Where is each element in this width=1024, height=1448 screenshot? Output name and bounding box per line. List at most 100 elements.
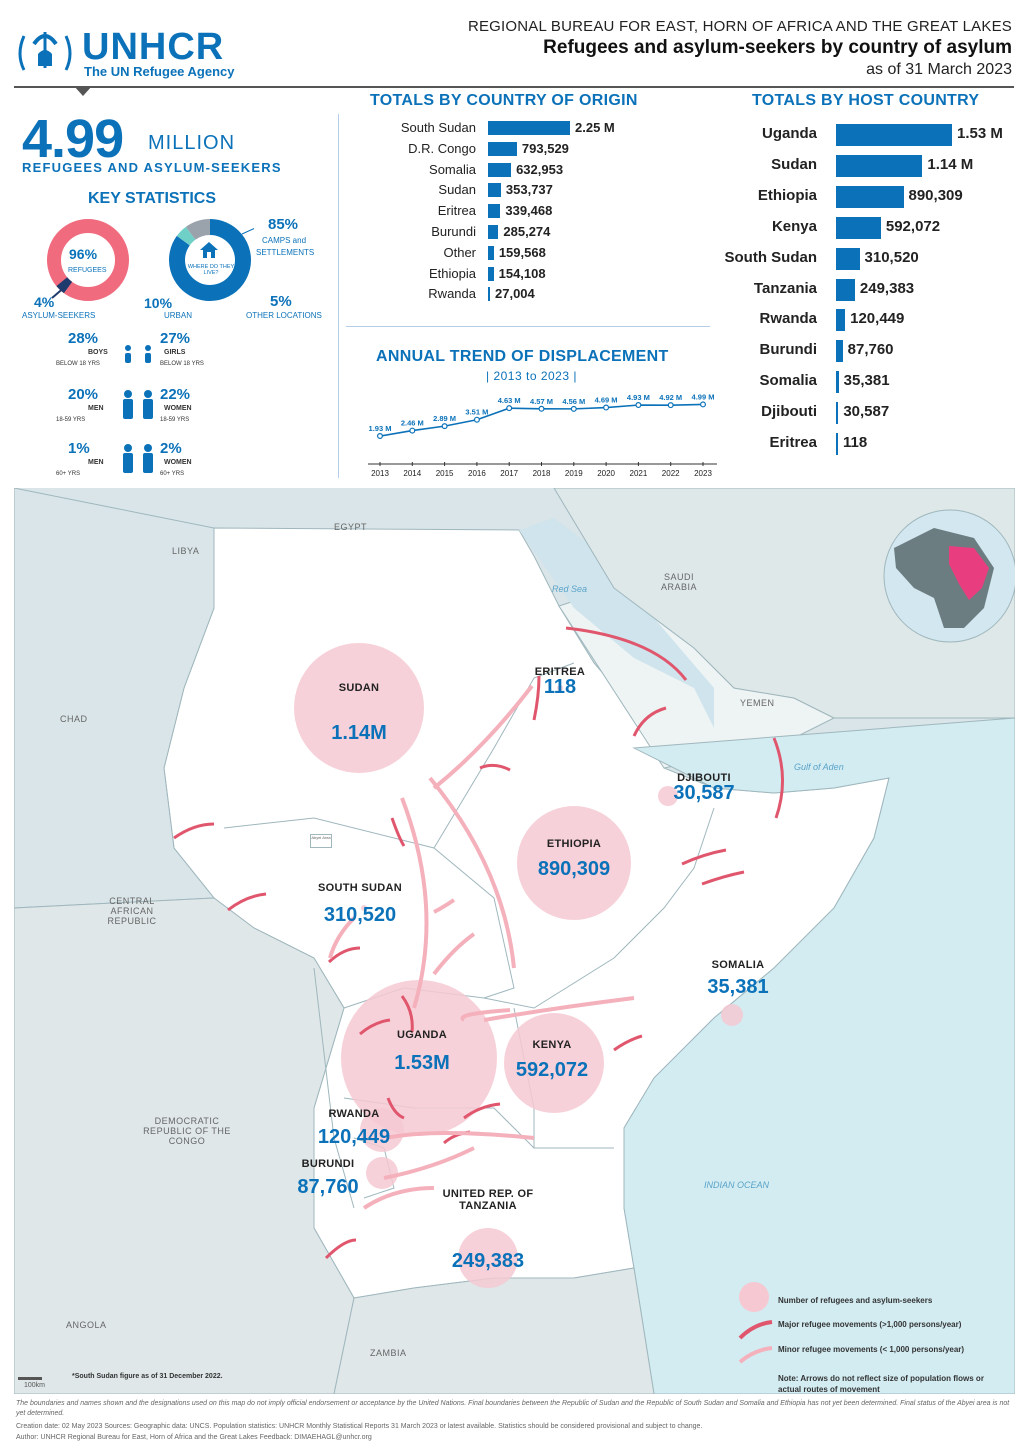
minor-movement-arrow <box>362 1186 435 1210</box>
trend-data-label: 2.89 M <box>433 414 456 423</box>
major-movement-arrow <box>772 737 784 819</box>
host-value: 35,381 <box>843 372 890 390</box>
host-name: RWANDA <box>328 1108 380 1120</box>
other-slice <box>176 226 196 246</box>
host-country: Kenya <box>771 217 817 235</box>
host-value: 118 <box>543 676 577 698</box>
host-name: UGANDA <box>396 1029 448 1041</box>
host-title: TOTALS BY HOST COUNTRY <box>752 92 980 109</box>
origin-country: South Sudan <box>400 120 476 135</box>
asylum-pct: 4% <box>34 294 55 310</box>
trend-point <box>377 433 384 440</box>
laurel-icon <box>18 32 72 71</box>
origin-country: Rwanda <box>428 286 476 302</box>
host-bubble <box>294 643 424 773</box>
trend-point <box>473 416 480 423</box>
origin-value: 154,108 <box>498 265 546 281</box>
minor-movement-arrow <box>460 1008 511 1022</box>
origin-bar <box>488 245 494 260</box>
map-label-chad: CHAD <box>60 714 88 724</box>
host-value: 87,760 <box>847 341 894 359</box>
demo-pct: 1% <box>68 440 90 457</box>
major-movement-arrow <box>463 1102 501 1120</box>
major-movement-arrow <box>479 763 511 772</box>
trend-point <box>538 405 545 412</box>
major-movement-arrow <box>386 1097 405 1120</box>
urban-pct: 10% <box>144 295 173 311</box>
host-value: 890,309 <box>908 186 963 204</box>
host-bar <box>836 216 881 239</box>
origin-country: Sudan <box>438 182 476 198</box>
host-bubble <box>517 806 631 920</box>
trend-tick-label: 2023 <box>694 469 712 478</box>
host-bar <box>836 371 839 394</box>
demo-who: MEN <box>88 459 104 466</box>
trend-point <box>700 401 707 408</box>
trend-data-label: 2.46 M <box>401 419 424 428</box>
key-stats-title: KEY STATISTICS <box>88 190 217 207</box>
trend-tick-label: 2013 <box>371 469 389 478</box>
sea-label-aden: Gulf of Aden <box>794 762 844 772</box>
host-bar <box>836 247 860 270</box>
trend-point <box>506 405 513 412</box>
host-name: UNITED REP. OF TANZANIA <box>442 1188 534 1212</box>
host-value: 1.53M <box>394 1052 450 1074</box>
host-bar <box>836 185 904 208</box>
host-name: SOMALIA <box>711 959 765 971</box>
origin-bar <box>488 121 570 135</box>
origin-value: 632,953 <box>516 161 564 177</box>
trend-tick-label: 2019 <box>565 469 583 478</box>
trend-data-label: 4.57 M <box>530 397 553 406</box>
host-value: 35,381 <box>707 976 769 998</box>
trend-point <box>667 402 674 409</box>
host-value: 30,587 <box>673 782 735 804</box>
trend-point <box>603 404 610 411</box>
location-center-label: WHERE DO THEY LIVE? <box>187 264 235 276</box>
host-value: 310,520 <box>864 248 919 266</box>
origin-value: 159,568 <box>498 244 546 260</box>
origin-bar <box>488 141 517 156</box>
minor-movement-arrow <box>483 996 635 1022</box>
origin-country: D.R. Congo <box>408 140 476 156</box>
author-line: Author: UNHCR Regional Bureau for East, … <box>16 1434 372 1441</box>
house-icon <box>200 242 218 258</box>
report-title: Refugees and asylum-seekers by country o… <box>543 37 1012 58</box>
bureau-title: REGIONAL BUREAU FOR EAST, HORN OF AFRICA… <box>467 18 1012 35</box>
host-value: 592,072 <box>515 1059 589 1081</box>
header-rule <box>14 86 1014 88</box>
demo-who: BOYS <box>88 349 108 356</box>
demo-age: 60+ YRS <box>160 471 185 477</box>
origin-value: 339,468 <box>505 203 553 219</box>
demo-age: 60+ YRS <box>56 471 81 477</box>
host-bubble <box>366 1157 398 1189</box>
host-value: 249,383 <box>859 279 915 297</box>
scale-bar <box>18 1377 42 1380</box>
legend-note: Note: Arrows do not reflect size of popu… <box>778 1374 984 1394</box>
trend-tick-label: 2022 <box>662 469 680 478</box>
minor-movement-arrow <box>432 932 476 976</box>
major-movement-arrow <box>565 626 688 681</box>
host-bar <box>836 154 923 177</box>
demo-who: WOMEN <box>164 405 192 412</box>
host-country: Eritrea <box>769 434 817 451</box>
logo-wordmark: UNHCR <box>82 26 225 68</box>
origin-bar <box>488 225 499 239</box>
origin-bar <box>488 183 501 198</box>
host-country: Ethiopia <box>757 186 817 204</box>
trend-tick-label: 2018 <box>533 469 551 478</box>
host-value: 87,760 <box>297 1176 359 1198</box>
trend-tick-label: 2016 <box>468 469 486 478</box>
host-bar <box>836 124 952 146</box>
major-movement-arrow <box>701 870 745 886</box>
camps-pct: 85% <box>268 216 299 233</box>
major-movement-arrow <box>327 946 361 964</box>
origin-value: 353,737 <box>505 182 553 198</box>
origin-country: Somalia <box>429 161 476 177</box>
host-value: 120,449 <box>850 310 905 328</box>
major-movement-arrow <box>227 892 267 912</box>
host-value: 118 <box>843 434 868 451</box>
map-label-car: CENTRAL AFRICAN REPUBLIC <box>107 896 157 926</box>
camps-slice <box>169 219 251 301</box>
host-name: KENYA <box>532 1039 572 1051</box>
camps-label-1: CAMPS and <box>262 236 307 245</box>
